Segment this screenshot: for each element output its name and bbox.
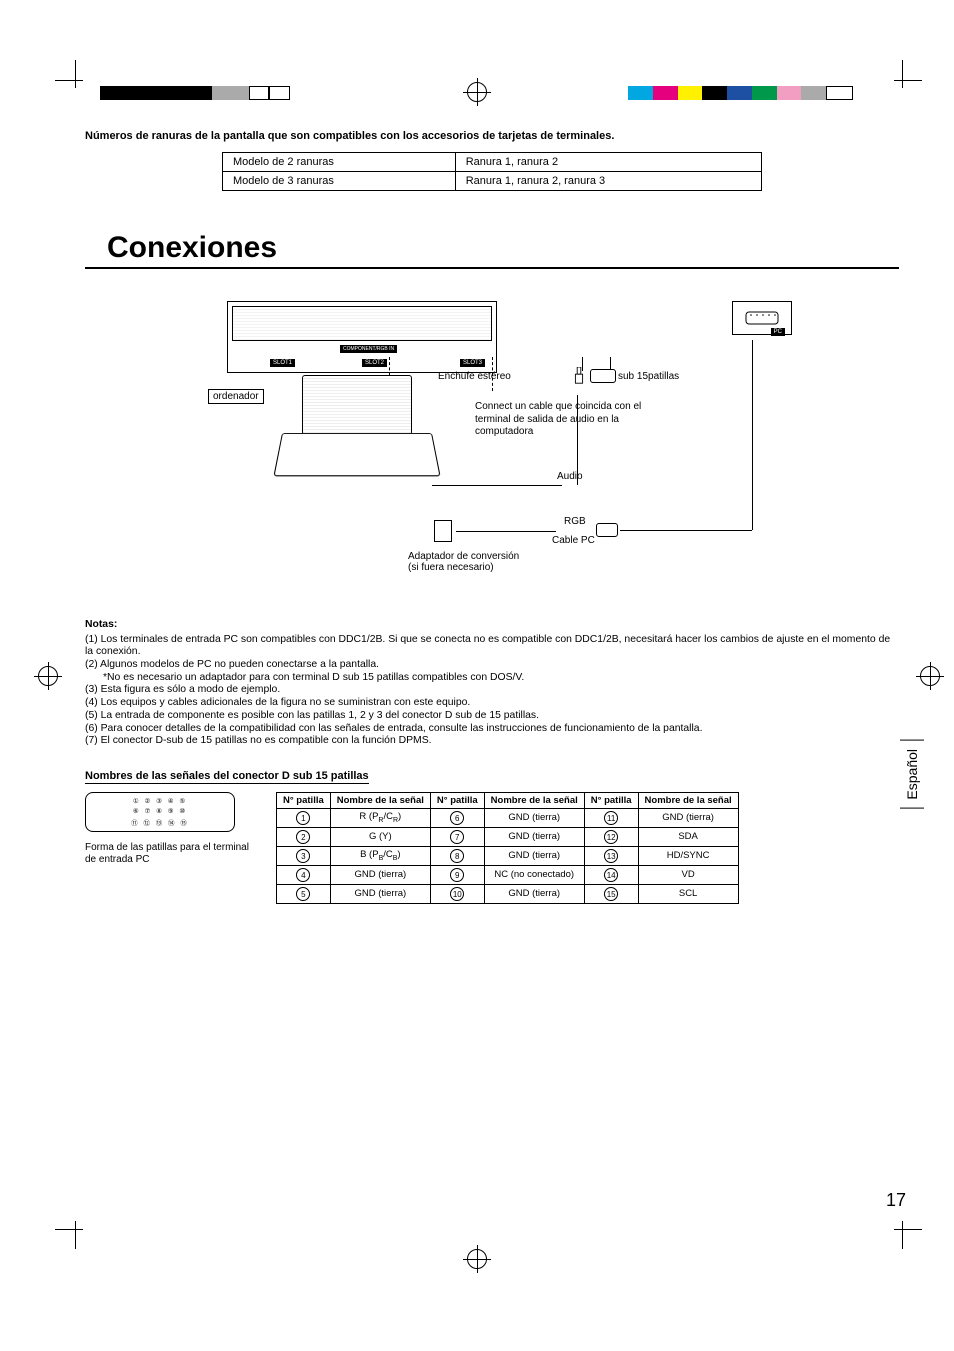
slot1-chip: SLOT1 xyxy=(270,359,295,367)
note-item: (6) Para conocer detalles de la compatib… xyxy=(85,723,899,736)
registration-mark xyxy=(467,1249,487,1269)
page-number: 17 xyxy=(886,1190,906,1211)
cell: Modelo de 2 ranuras xyxy=(223,153,456,172)
crop-mark xyxy=(894,1221,924,1251)
connector-shape: ① ② ③ ④ ⑤ ⑥ ⑦ ⑧ ⑨ ⑩ ⑪ ⑫ ⑬ ⑭ ⑮ Forma de l… xyxy=(85,792,260,866)
dsub-pinout-icon: ① ② ③ ④ ⑤ ⑥ ⑦ ⑧ ⑨ ⑩ ⑪ ⑫ ⑬ ⑭ ⑮ xyxy=(85,792,235,832)
stereo-plug-label: Enchufe estéreo xyxy=(438,371,511,382)
dsub-connector-icon xyxy=(590,369,616,383)
registration-mark xyxy=(920,666,940,686)
th: N° patilla xyxy=(584,792,638,808)
th: Nombre de la señal xyxy=(330,792,430,808)
notes-title: Notas: xyxy=(85,619,899,632)
language-tab: Español xyxy=(900,740,924,809)
note-item: (4) Los equipos y cables adicionales de … xyxy=(85,697,899,710)
table-row: 1 R (PR/CR) 6 GND (tierra) 11 GND (tierr… xyxy=(277,808,739,827)
table-row: 2 G (Y) 7 GND (tierra) 12 SDA xyxy=(277,827,739,846)
jack-plug-icon xyxy=(574,367,584,385)
note-item: (1) Los terminales de entrada PC son com… xyxy=(85,634,899,659)
note-item: (7) El conector D-sub de 15 patillas no … xyxy=(85,735,899,748)
crop-mark xyxy=(55,1221,85,1251)
note-item: (5) La entrada de componente es posible … xyxy=(85,710,899,723)
th: Nombre de la señal xyxy=(638,792,738,808)
display-device-icon: SLOT1 SLOT2 SLOT3 COMPONENT/RGB IN xyxy=(227,301,497,373)
connection-diagram: SLOT1 SLOT2 SLOT3 COMPONENT/RGB IN PC or… xyxy=(192,295,792,595)
crop-mark xyxy=(55,60,85,90)
registration-mark xyxy=(467,82,487,102)
table-row: Modelo de 2 ranurasRanura 1, ranura 2 xyxy=(223,153,762,172)
registration-mark xyxy=(38,666,58,686)
table-row: 5 GND (tierra) 10 GND (tierra) 15 SCL xyxy=(277,884,739,903)
th: N° patilla xyxy=(430,792,484,808)
slot2-chip: SLOT2 xyxy=(362,359,387,367)
laptop-icon xyxy=(282,375,432,485)
cell: Ranura 1, ranura 2, ranura 3 xyxy=(455,172,761,191)
table-row: 4 GND (tierra) 9 NC (no conectado) 14 VD xyxy=(277,865,739,884)
dsub-connector-icon xyxy=(596,523,618,537)
adapter-icon xyxy=(434,520,452,542)
pc-chip: PC xyxy=(771,328,785,336)
th: Nombre de la señal xyxy=(484,792,584,808)
notes-section: Notas: (1) Los terminales de entrada PC … xyxy=(85,619,899,748)
slot3-chip: SLOT3 xyxy=(460,359,485,367)
dsub-label: D sub 15patillas xyxy=(608,371,679,382)
table-header-row: N° patilla Nombre de la señal N° patilla… xyxy=(277,792,739,808)
crop-mark xyxy=(894,60,924,90)
cable-pc-label: Cable PC xyxy=(552,535,595,546)
note-item: (3) Esta figura es sólo a modo de ejempl… xyxy=(85,684,899,697)
comp-chip: COMPONENT/RGB IN xyxy=(340,345,397,353)
pin-section-title: Nombres de las señales del conector D su… xyxy=(85,770,369,784)
adapter-label: Adaptador de conversión (si fuera necesa… xyxy=(408,551,548,573)
connect-note: Connect un cable que coincida con el ter… xyxy=(475,401,645,439)
intro-text: Números de ranuras de la pantalla que so… xyxy=(85,130,899,142)
th: N° patilla xyxy=(277,792,331,808)
rgb-label: RGB xyxy=(564,516,586,527)
audio-label: Audio xyxy=(557,471,583,482)
note-item: (2) Algunos modelos de PC no pueden cone… xyxy=(85,659,899,672)
cell: Ranura 1, ranura 2 xyxy=(455,153,761,172)
table-row: 3 B (PB/CB) 8 GND (tierra) 13 HD/SYNC xyxy=(277,846,739,865)
page-title: Conexiones xyxy=(85,231,899,265)
ordenador-label: ordenador xyxy=(208,389,264,404)
print-bar-grayscale xyxy=(100,86,290,100)
pin-table: N° patilla Nombre de la señal N° patilla… xyxy=(276,792,739,904)
print-bar-color xyxy=(628,86,853,100)
connector-caption: Forma de las patillas para el terminal d… xyxy=(85,842,260,866)
slot-table: Modelo de 2 ranurasRanura 1, ranura 2 Mo… xyxy=(222,152,762,191)
cell: Modelo de 3 ranuras xyxy=(223,172,456,191)
note-item: *No es necesario un adaptador para con t… xyxy=(85,672,899,685)
table-row: Modelo de 3 ranurasRanura 1, ranura 2, r… xyxy=(223,172,762,191)
pc-port-icon: PC xyxy=(732,301,792,335)
